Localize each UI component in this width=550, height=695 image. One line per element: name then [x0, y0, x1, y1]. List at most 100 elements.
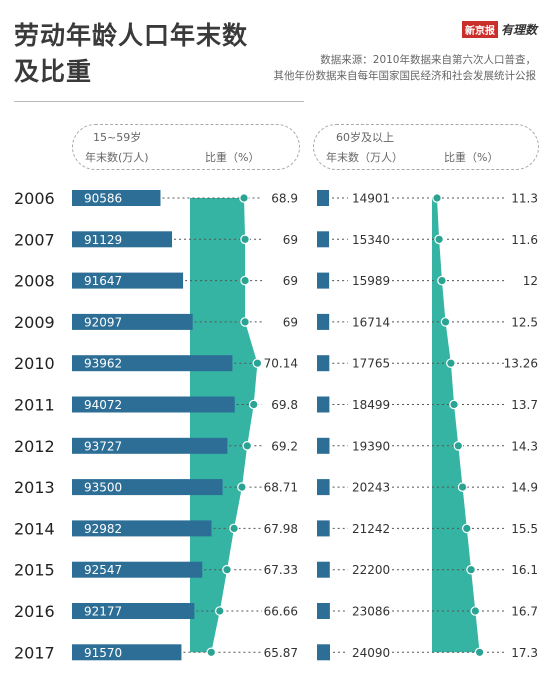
- right-share-dot: [449, 399, 459, 410]
- right-share-dot: [466, 564, 476, 575]
- year-label: 2014: [14, 519, 55, 538]
- right-share-dot: [462, 523, 472, 534]
- left-count-label: 91647: [84, 274, 122, 288]
- left-share-label: 69: [283, 274, 298, 288]
- right-count-bar: [317, 603, 330, 619]
- left-count-bar: [72, 272, 184, 289]
- right-share-dot: [446, 358, 456, 368]
- left-panel-header: 15~59岁 年末数(万人) 比重（%）: [72, 124, 300, 170]
- left-share-dot: [240, 317, 250, 327]
- left-share-label: 68.9: [271, 192, 298, 206]
- left-count-bar: [72, 561, 203, 578]
- left-count-label: 91129: [84, 233, 122, 247]
- right-count-label: 15340: [352, 233, 390, 247]
- left-count-header: 年末数(万人): [85, 151, 149, 164]
- year-label: 2007: [14, 230, 55, 249]
- right-share-label: 16.7: [511, 605, 538, 619]
- right-count-bar: [317, 190, 329, 206]
- source-line-1: 数据来源：2010年数据来自第六次人口普查，: [320, 54, 536, 66]
- right-count-label: 14901: [352, 192, 390, 206]
- right-count-label: 17765: [352, 357, 390, 371]
- year-label: 2008: [14, 272, 55, 291]
- right-count-label: 16714: [352, 315, 390, 329]
- left-share-label: 69.8: [271, 398, 298, 412]
- right-share-dot: [432, 193, 442, 203]
- left-share-label: 68.71: [264, 481, 298, 495]
- left-share-label: 67.33: [264, 563, 298, 577]
- right-share-label: 17.3: [511, 646, 538, 660]
- left-count-bar: [72, 396, 235, 413]
- right-count-bar: [317, 437, 330, 454]
- left-count-bar: [72, 644, 182, 661]
- right-share-dot: [470, 606, 481, 616]
- left-share-dot: [206, 647, 217, 658]
- right-share-label: 15.5: [511, 522, 538, 536]
- right-count-bar: [317, 479, 330, 496]
- left-count-bar: [72, 190, 161, 206]
- left-count-bar: [72, 479, 223, 496]
- right-count-label: 24090: [352, 646, 390, 660]
- chart-title-line1: 劳动年龄人口年末数: [14, 21, 249, 50]
- right-share-label: 16.1: [511, 563, 538, 577]
- right-share-dot: [453, 440, 464, 451]
- right-share-label: 12.5: [511, 315, 538, 329]
- right-share-label: 11.6: [511, 233, 538, 247]
- right-count-bar: [317, 561, 330, 578]
- left-share-dot: [237, 482, 247, 492]
- left-count-bar: [72, 313, 193, 330]
- left-share-header: 比重（%）: [205, 151, 260, 164]
- left-share-dot: [252, 358, 263, 368]
- right-share-label: 12: [523, 274, 538, 288]
- left-count-bar: [72, 437, 228, 454]
- left-share-label: 70.14: [264, 357, 298, 371]
- data-source-note: 数据来源：2010年数据来自第六次人口普查， 其他年份数据来自每年国家国民经济和…: [274, 52, 537, 84]
- right-share-label: 13.7: [511, 398, 538, 412]
- right-share-label: 11.3: [511, 192, 538, 206]
- right-count-bar: [317, 520, 330, 537]
- year-label: 2015: [14, 561, 55, 580]
- left-count-label: 92547: [84, 563, 122, 577]
- left-count-label: 93727: [84, 439, 122, 453]
- left-share-dot: [242, 440, 253, 451]
- right-count-label: 23086: [352, 605, 390, 619]
- left-count-label: 91570: [84, 646, 122, 660]
- right-count-label: 20243: [352, 481, 390, 495]
- right-count-bar: [317, 272, 330, 289]
- brand-logo: 新京报 有理数: [462, 21, 537, 38]
- title-divider: [14, 101, 304, 102]
- source-line-2: 其他年份数据来自每年国家国民经济和社会发展统计公报: [273, 70, 537, 82]
- right-count-label: 21242: [352, 522, 390, 536]
- right-share-header: 比重（%）: [444, 151, 499, 164]
- year-label: 2010: [14, 354, 55, 373]
- right-count-bar: [317, 644, 331, 661]
- right-share-dot: [474, 647, 485, 658]
- left-count-label: 93962: [84, 357, 122, 371]
- right-share-dot: [457, 482, 468, 492]
- right-count-label: 19390: [352, 439, 390, 453]
- left-share-label: 67.98: [264, 522, 298, 536]
- year-label: 2013: [14, 478, 55, 497]
- right-panel-header: 60岁及以上 年末数（万人） 比重（%）: [313, 124, 539, 170]
- left-count-bar: [72, 603, 195, 619]
- right-count-header: 年末数（万人）: [326, 151, 403, 164]
- right-share-dot: [437, 275, 447, 286]
- left-share-dot: [229, 523, 239, 534]
- left-count-label: 94072: [84, 398, 122, 412]
- right-share-label: 14.9: [511, 481, 538, 495]
- right-count-label: 22200: [352, 563, 390, 577]
- year-label: 2011: [14, 396, 55, 415]
- right-share-label: 13.26: [504, 357, 538, 371]
- right-share-dot: [434, 234, 444, 245]
- left-count-label: 92982: [84, 522, 122, 536]
- right-count-bar: [317, 313, 330, 330]
- year-label: 2009: [14, 313, 55, 332]
- left-share-label: 66.66: [264, 605, 298, 619]
- right-count-label: 18499: [352, 398, 390, 412]
- left-share-dot: [248, 399, 259, 410]
- logo-badge: 新京报: [462, 21, 498, 38]
- right-share-dot: [440, 317, 451, 327]
- right-share-label: 14.3: [511, 439, 538, 453]
- year-label: 2006: [14, 189, 55, 208]
- left-share-area: [190, 198, 258, 653]
